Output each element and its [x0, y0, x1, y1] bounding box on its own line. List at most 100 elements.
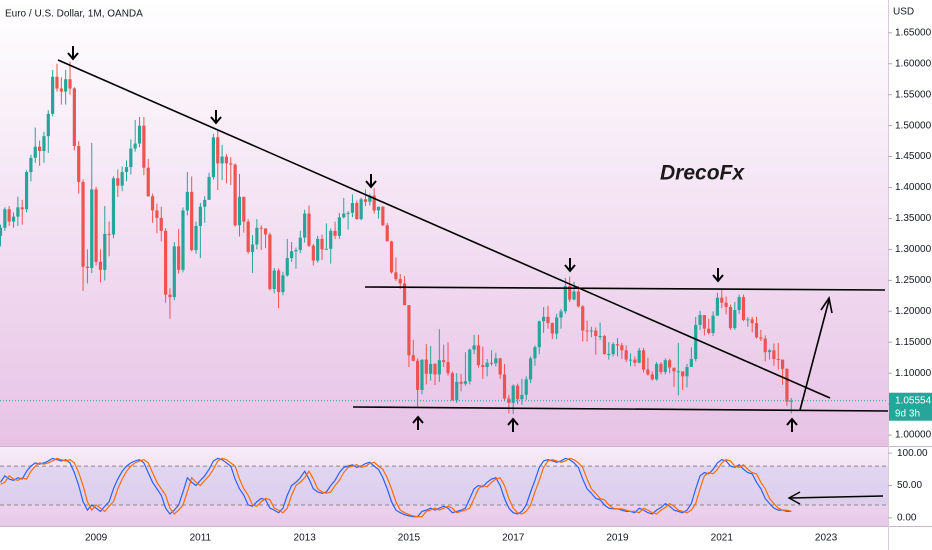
candle-body	[255, 227, 259, 245]
candle-body	[229, 163, 233, 165]
candle-body	[481, 365, 485, 368]
candle-body	[602, 336, 607, 355]
candle-body	[781, 359, 785, 369]
candle-body	[311, 245, 315, 261]
down-arrow	[712, 268, 724, 283]
y-tick-label: 1.30000	[895, 244, 932, 255]
candle-body	[746, 319, 750, 321]
up-arrow	[412, 415, 424, 430]
candle-body	[572, 291, 576, 300]
candle-body	[420, 359, 424, 390]
last-price-box	[889, 392, 932, 421]
candle-body	[164, 230, 168, 295]
last-price-label: 1.05554	[895, 395, 932, 406]
candle-body	[198, 206, 202, 226]
x-tick-label: 2019	[606, 533, 629, 544]
candle-body	[568, 285, 572, 300]
candle-body	[646, 369, 650, 375]
candle-body	[628, 359, 633, 361]
candle-body	[246, 221, 250, 252]
y-tick-label: 1.40000	[895, 182, 932, 193]
candle-body	[759, 337, 763, 339]
down-arrow	[67, 46, 79, 61]
candle-body	[546, 316, 550, 324]
candle-body	[298, 237, 302, 251]
candle-body	[155, 210, 159, 218]
candle-body	[90, 189, 94, 268]
x-tick-label: 2011	[190, 533, 212, 544]
candle-body	[589, 330, 594, 332]
candle-body	[468, 349, 472, 382]
candle-body	[320, 238, 324, 250]
candle-body	[107, 233, 111, 235]
candle-body	[290, 251, 294, 259]
support-line	[352, 406, 889, 412]
candle-body	[585, 330, 589, 332]
x-tick-label: 2023	[815, 533, 838, 544]
candle-body	[333, 230, 337, 236]
candle-body	[64, 79, 68, 92]
candle-body	[711, 315, 715, 333]
candle-body	[137, 125, 142, 144]
candle-body	[146, 167, 150, 197]
candle-body	[294, 250, 298, 252]
candle-body	[615, 344, 620, 346]
candle-body	[676, 371, 680, 373]
candle-body	[281, 275, 285, 293]
candle-body	[211, 137, 216, 178]
candle-body	[555, 317, 559, 334]
candle-body	[620, 345, 624, 351]
candle-body	[559, 311, 563, 318]
x-tick-label: 2009	[85, 533, 108, 544]
candle-body	[750, 319, 754, 324]
candle-body	[733, 310, 737, 329]
candle-body	[355, 203, 359, 220]
candle-body	[429, 363, 433, 374]
y-tick-label: 1.35000	[895, 213, 932, 224]
candle-body	[663, 360, 667, 372]
trend-line	[57, 59, 831, 399]
candle-body	[563, 285, 567, 312]
candle-body	[20, 207, 24, 210]
candle-body	[385, 225, 389, 242]
candle-body	[542, 316, 546, 322]
candle-body	[337, 217, 342, 236]
candle-body	[694, 324, 698, 359]
candle-body	[728, 306, 733, 329]
candle-body	[463, 381, 468, 384]
candle-body	[789, 400, 793, 402]
watermark: DrecoFx	[660, 162, 745, 185]
candle-body	[689, 358, 693, 368]
price-pane	[0, 0, 888, 446]
y-tick-label: 1.25000	[895, 275, 932, 286]
candle-body	[150, 196, 155, 211]
y-tick-label: 1.15000	[895, 337, 932, 348]
candle-body	[116, 178, 120, 186]
candle-body	[94, 189, 98, 262]
candle-body	[263, 228, 268, 235]
candle-body	[359, 199, 363, 220]
candle-body	[489, 362, 494, 364]
candle-body	[416, 360, 420, 390]
candle-body	[672, 367, 676, 372]
candle-body	[51, 76, 55, 114]
candle-body	[494, 358, 498, 364]
candle-body	[607, 354, 611, 356]
candle-body	[81, 181, 85, 267]
candle-body	[324, 248, 328, 250]
candle-body	[550, 323, 554, 334]
candle-body	[776, 358, 780, 360]
stoch-pane	[0, 447, 888, 526]
down-arrow	[564, 258, 576, 273]
level-band	[0, 466, 888, 505]
candle-body	[220, 156, 224, 164]
candle-body	[350, 203, 355, 213]
candle-body	[424, 359, 428, 374]
candle-body	[259, 227, 263, 229]
candle-body	[303, 213, 307, 238]
candle-body	[272, 270, 276, 290]
candle-body	[772, 350, 776, 359]
candle-body	[594, 330, 598, 337]
candle-body	[459, 381, 463, 384]
candle-body	[698, 315, 702, 325]
